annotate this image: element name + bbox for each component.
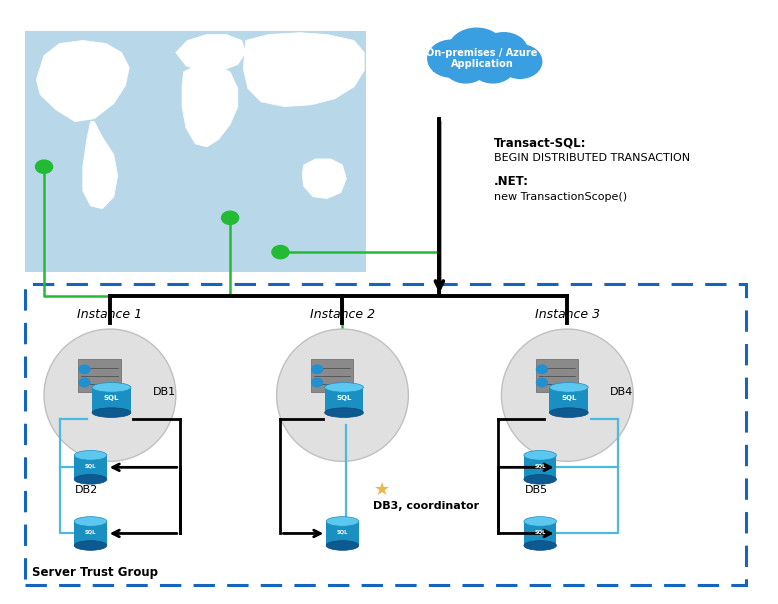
Text: Instance 2: Instance 2 <box>310 307 375 321</box>
Circle shape <box>471 50 514 83</box>
Text: new TransactionScope(): new TransactionScope() <box>494 192 627 202</box>
Text: On-premises / Azure
Application: On-premises / Azure Application <box>426 48 538 69</box>
Circle shape <box>448 28 505 72</box>
Text: ★: ★ <box>373 481 390 499</box>
Ellipse shape <box>549 408 588 417</box>
Bar <box>524 521 556 545</box>
Ellipse shape <box>92 408 131 417</box>
Bar <box>535 359 578 393</box>
Circle shape <box>36 160 53 173</box>
Ellipse shape <box>326 516 359 526</box>
Circle shape <box>498 45 541 79</box>
Text: SQL: SQL <box>534 530 546 535</box>
Text: DB3, coordinator: DB3, coordinator <box>373 501 479 512</box>
Text: DB1: DB1 <box>152 387 176 397</box>
Polygon shape <box>37 40 129 121</box>
Text: SQL: SQL <box>85 464 96 469</box>
Bar <box>25 31 366 272</box>
Text: Instance 1: Instance 1 <box>77 307 142 321</box>
Polygon shape <box>82 121 117 209</box>
Text: SQL: SQL <box>103 395 119 401</box>
Text: DB4: DB4 <box>610 387 633 397</box>
Ellipse shape <box>524 451 556 460</box>
Circle shape <box>312 378 323 387</box>
Ellipse shape <box>44 329 176 461</box>
Bar <box>433 57 531 72</box>
Polygon shape <box>244 33 364 106</box>
Text: SQL: SQL <box>336 395 352 401</box>
Text: Server Trust Group: Server Trust Group <box>33 565 159 579</box>
Text: DB2: DB2 <box>75 485 98 495</box>
Ellipse shape <box>524 541 556 550</box>
Ellipse shape <box>92 382 131 392</box>
Circle shape <box>444 50 488 83</box>
Bar <box>310 359 353 393</box>
Polygon shape <box>176 34 246 72</box>
Ellipse shape <box>74 541 107 550</box>
Ellipse shape <box>326 541 359 550</box>
Circle shape <box>480 33 527 69</box>
Text: BEGIN DISTRIBUTED TRANSACTION: BEGIN DISTRIBUTED TRANSACTION <box>494 153 690 162</box>
Bar <box>326 521 359 545</box>
Ellipse shape <box>524 475 556 484</box>
Ellipse shape <box>324 408 363 417</box>
Ellipse shape <box>501 329 633 461</box>
Bar <box>324 387 363 413</box>
Text: SQL: SQL <box>337 530 349 535</box>
Text: Transact-SQL:: Transact-SQL: <box>494 136 586 149</box>
Circle shape <box>222 211 239 225</box>
Ellipse shape <box>549 382 588 392</box>
Bar <box>549 387 588 413</box>
Ellipse shape <box>277 329 408 461</box>
Circle shape <box>79 378 90 387</box>
Circle shape <box>537 365 548 373</box>
Polygon shape <box>182 65 238 147</box>
Text: DB5: DB5 <box>524 485 548 495</box>
Ellipse shape <box>324 382 363 392</box>
Bar <box>78 359 121 393</box>
Text: SQL: SQL <box>534 464 546 469</box>
Circle shape <box>312 365 323 373</box>
Circle shape <box>79 365 90 373</box>
Circle shape <box>537 378 548 387</box>
Bar <box>92 387 131 413</box>
Circle shape <box>428 40 475 77</box>
Bar <box>74 521 107 545</box>
Circle shape <box>272 245 289 259</box>
Ellipse shape <box>74 475 107 484</box>
Bar <box>524 455 556 480</box>
Polygon shape <box>302 159 346 199</box>
Bar <box>25 284 745 585</box>
Ellipse shape <box>74 451 107 460</box>
Text: SQL: SQL <box>85 530 96 535</box>
Bar <box>74 455 107 480</box>
Text: SQL: SQL <box>561 395 576 401</box>
Text: Instance 3: Instance 3 <box>534 307 600 321</box>
Ellipse shape <box>524 516 556 526</box>
Text: .NET:: .NET: <box>494 175 529 188</box>
Ellipse shape <box>74 516 107 526</box>
